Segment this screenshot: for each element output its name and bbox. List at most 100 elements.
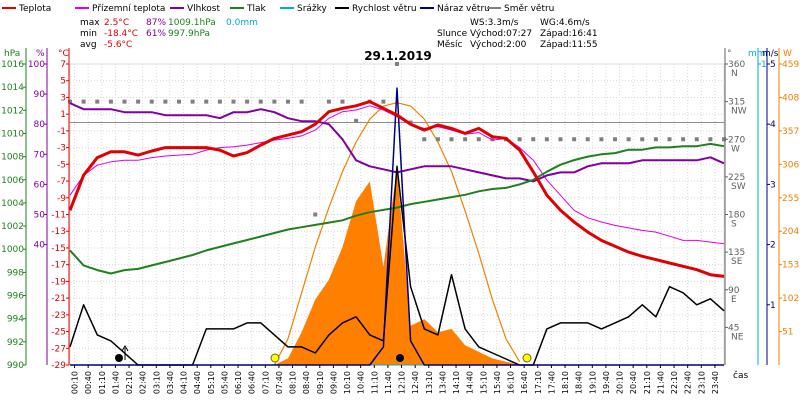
moon-set-marker	[396, 354, 404, 362]
direction-dot	[476, 137, 481, 142]
x-tick-label: 01:10	[98, 371, 107, 394]
x-tick-label: 06:40	[248, 371, 257, 394]
x-tick-label: 20:40	[629, 371, 638, 394]
direction-dot	[326, 99, 331, 104]
y-tick-label: 306	[782, 160, 799, 170]
direction-dot	[490, 137, 495, 142]
x-tick-label: 11:40	[384, 371, 393, 394]
x-tick-label: 14:40	[466, 371, 475, 394]
stat-value: 0.0mm	[226, 18, 258, 28]
x-tick-label: 04:40	[193, 371, 202, 394]
direction-dot	[68, 99, 72, 104]
direction-dot	[517, 137, 522, 142]
y-tick-label: 4	[770, 120, 776, 130]
x-tick-label: 13:40	[438, 371, 447, 394]
y-tick-label: 1012	[1, 106, 24, 116]
y-tick-label: 992	[7, 338, 24, 348]
stat-value: 2.5°C	[104, 18, 129, 28]
axis-unit-label: %	[36, 49, 45, 59]
stat-label: avg	[80, 40, 97, 50]
direction-dot	[395, 62, 399, 66]
chart-title: 29.1.2019	[364, 49, 432, 63]
direction-dot	[299, 99, 304, 104]
y-tick-label: 180	[728, 211, 745, 221]
y-tick-label: 1	[761, 60, 767, 70]
y-tick-label: 3	[770, 180, 776, 190]
stat-value: -18.4°C	[104, 29, 138, 39]
compass-label: N	[731, 69, 738, 79]
radiation-area	[70, 168, 724, 365]
direction-dot	[258, 99, 263, 104]
legend-label: Rychlost větru	[352, 4, 417, 14]
direction-dot	[81, 99, 86, 104]
compass-label: NE	[731, 332, 744, 342]
x-tick-label: 00:40	[84, 371, 93, 394]
series-line	[68, 100, 725, 278]
legend-label: Srážky	[297, 4, 328, 14]
x-tick-label: 18:40	[575, 371, 584, 394]
x-tick-label: 08:40	[302, 371, 311, 394]
y-tick-label: -19	[51, 277, 66, 287]
y-tick-label: 90	[34, 90, 46, 100]
wind-stat: WS:3.3m/s	[470, 18, 519, 28]
sun-label: Slunce	[437, 29, 468, 39]
direction-dot	[558, 137, 563, 142]
legend-label: Náraz větru	[437, 4, 490, 14]
direction-dot	[653, 137, 658, 142]
x-tick-label: 15:10	[479, 371, 488, 394]
y-tick-label: 1000	[1, 245, 24, 255]
x-tick-label: 17:40	[547, 371, 556, 394]
y-tick-label: 408	[782, 93, 799, 103]
x-tick-label: 17:10	[534, 371, 543, 394]
direction-dot	[354, 118, 359, 123]
direction-dot	[667, 137, 672, 142]
x-tick-label: 16:40	[520, 371, 529, 394]
stat-label: min	[80, 29, 97, 39]
stat-value: 1009.1hPa	[168, 18, 216, 28]
legend-label: Tlak	[246, 4, 267, 14]
direction-dot	[722, 137, 726, 142]
series-line	[70, 87, 724, 366]
y-tick-label: 5	[60, 77, 66, 87]
legend-label: Teplota	[18, 4, 51, 14]
stat-value: -5.6°C	[104, 40, 132, 50]
direction-dot	[435, 137, 440, 142]
direction-dot	[422, 137, 427, 142]
x-tick-label: 01:40	[111, 371, 120, 394]
y-tick-label: 1	[770, 301, 776, 311]
y-tick-label: 357	[782, 127, 799, 137]
axis-unit-label: W	[783, 49, 792, 59]
y-tick-label: 50	[34, 211, 46, 221]
direction-dot	[572, 137, 577, 142]
theoretical-radiation-line	[273, 102, 521, 366]
y-tick-label: 1004	[1, 199, 24, 209]
x-tick-label: 11:10	[370, 371, 379, 394]
sun-set: Západ:16:41	[540, 29, 598, 39]
x-tick-label: 13:10	[425, 371, 434, 394]
moon-set: Západ:11:55	[540, 40, 598, 50]
data-layer	[68, 62, 726, 366]
y-tick-label: 990	[7, 361, 24, 371]
x-tick-label: 23:40	[711, 371, 720, 394]
direction-dot	[163, 99, 168, 104]
x-tick-label: 10:10	[343, 371, 352, 394]
axis-unit-label: °C	[58, 49, 69, 59]
x-tick-label: 14:10	[452, 371, 461, 394]
x-tick-label: 00:10	[71, 371, 80, 394]
direction-dot	[544, 137, 549, 142]
y-tick-label: 5	[770, 60, 776, 70]
x-tick-label: 10:40	[357, 371, 366, 394]
direction-dot	[613, 137, 617, 142]
compass-label: W	[731, 144, 740, 154]
axis-unit-label: °	[727, 49, 732, 59]
direction-dot	[640, 137, 645, 142]
x-tick-label: 04:10	[180, 371, 189, 394]
y-tick-label: -17	[51, 261, 66, 271]
x-tick-label: 07:40	[275, 371, 284, 394]
y-tick-label: 204	[782, 227, 799, 237]
direction-dot	[286, 99, 290, 104]
y-tick-label: 1016	[1, 60, 24, 70]
sunrise-marker	[270, 353, 280, 363]
y-tick-label: 45	[728, 323, 739, 333]
